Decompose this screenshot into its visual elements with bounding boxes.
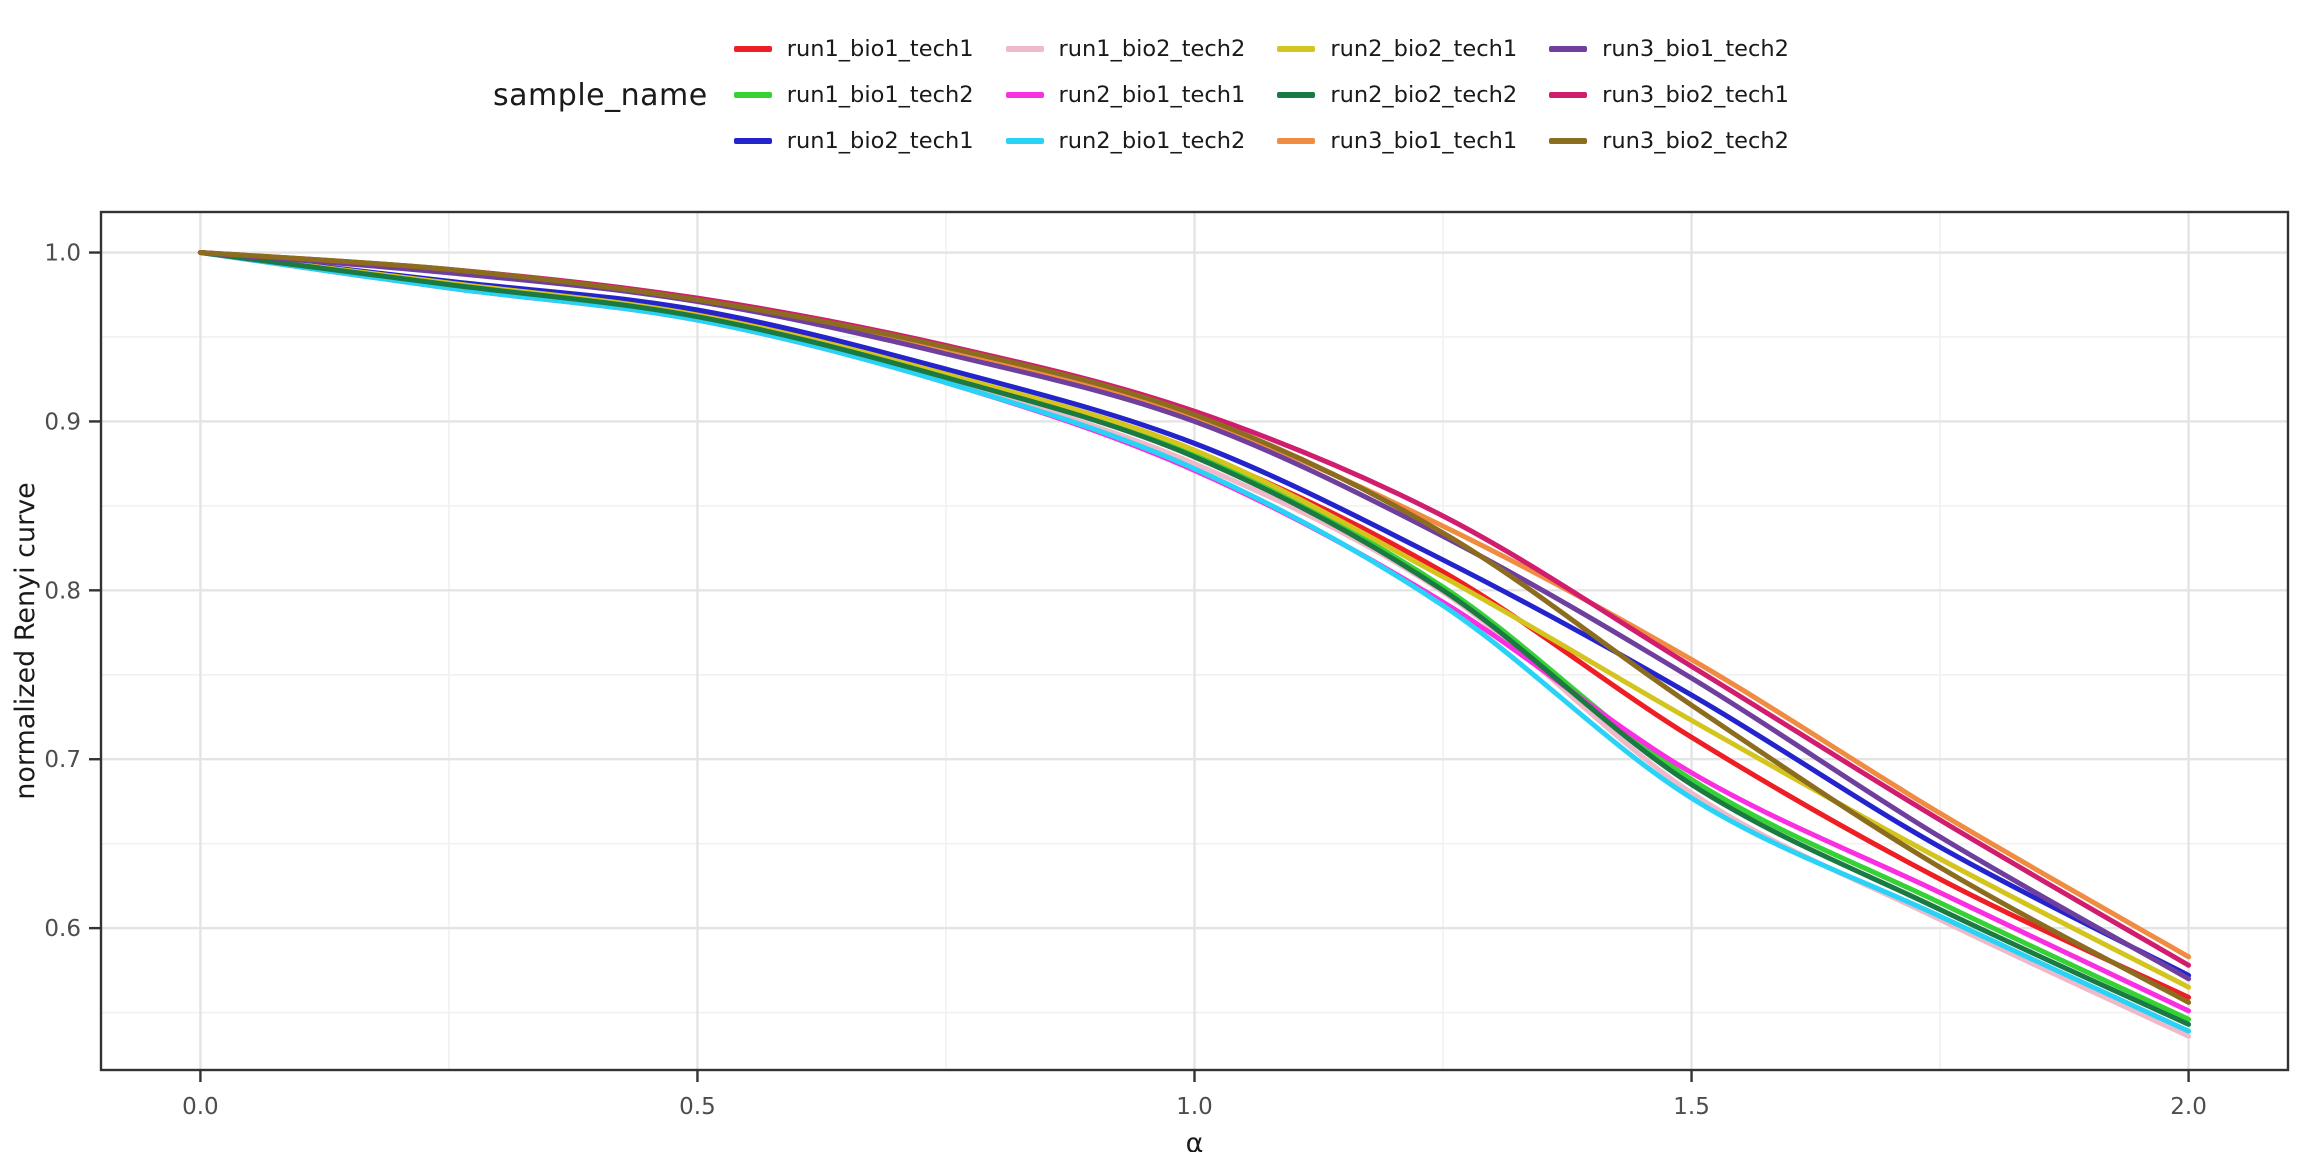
legend-swatch-line (1277, 92, 1316, 98)
legend-label: run3_bio1_tech1 (1330, 128, 1518, 154)
legend-label: run2_bio2_tech1 (1330, 36, 1518, 62)
legend-label: run3_bio2_tech1 (1602, 82, 1789, 108)
legend-item: run3_bio2_tech1 (1549, 82, 1811, 108)
y-axis-title: normalized Renyi curve (10, 482, 41, 800)
series-curve-run2_bio2_tech2 (197, 250, 2192, 1027)
x-tick-label: 2.0 (2170, 1094, 2207, 1120)
legend-swatch-line (1549, 46, 1588, 52)
legend-item: run3_bio1_tech1 (1277, 128, 1539, 154)
y-tick-label: 0.7 (44, 747, 81, 773)
x-tick-label: 1.5 (1673, 1094, 1710, 1120)
legend-item: run1_bio2_tech1 (733, 128, 996, 154)
legend-item: run2_bio1_tech2 (1005, 128, 1268, 154)
legend-swatch-line (733, 92, 772, 98)
legend-item: run3_bio1_tech2 (1549, 36, 1811, 62)
legend-swatch-line (1549, 92, 1588, 98)
legend-swatch-line (1005, 92, 1044, 98)
legend-swatch-line (1277, 138, 1316, 144)
legend-label: run2_bio1_tech2 (1058, 128, 1246, 154)
legend: sample_name run1_bio1_tech1 run1_bio1_tec… (0, 26, 2304, 164)
x-axis-title: α (1186, 1128, 1204, 1152)
series-curve-run3_bio2_tech2 (197, 250, 2192, 1005)
legend-item: run1_bio1_tech2 (733, 82, 996, 108)
legend-item: run2_bio1_tech1 (1005, 82, 1268, 108)
legend-item: run2_bio2_tech1 (1277, 36, 1539, 62)
legend-label: run3_bio2_tech2 (1602, 128, 1789, 154)
x-tick-label: 1.0 (1176, 1094, 1213, 1120)
y-tick-label: 1.0 (44, 241, 81, 267)
legend-label: run3_bio1_tech2 (1602, 36, 1789, 62)
legend-label: run1_bio2_tech2 (1058, 36, 1246, 62)
legend-grid: run1_bio1_tech1 run1_bio1_tech2 run1_bio2_… (733, 26, 1811, 164)
legend-item: run1_bio2_tech2 (1005, 36, 1268, 62)
legend-item: run2_bio2_tech2 (1277, 82, 1539, 108)
x-tick-label: 0.5 (679, 1094, 716, 1120)
legend-swatch-line (1005, 46, 1044, 52)
y-tick-label: 0.8 (44, 578, 81, 604)
series-curve-run3_bio1_tech2 (197, 250, 2192, 982)
legend-swatch-line (733, 138, 772, 144)
y-tick-label: 0.9 (44, 409, 81, 435)
x-tick-label: 0.0 (182, 1094, 219, 1120)
legend-swatch-line (1005, 138, 1044, 144)
legend-title: sample_name (493, 77, 708, 113)
legend-swatch-line (733, 46, 772, 52)
legend-label: run2_bio1_tech1 (1058, 82, 1246, 108)
legend-item: run3_bio2_tech2 (1549, 128, 1811, 154)
legend-label: run1_bio2_tech1 (786, 128, 974, 154)
legend-label: run1_bio1_tech2 (786, 82, 974, 108)
legend-swatch-line (1549, 138, 1588, 144)
series-curve-run2_bio1_tech2 (197, 250, 2192, 1034)
legend-swatch-line (1277, 46, 1316, 52)
y-tick-label: 0.6 (44, 916, 81, 942)
legend-label: run2_bio2_tech2 (1330, 82, 1518, 108)
legend-item: run1_bio1_tech1 (733, 36, 996, 62)
legend-label: run1_bio1_tech1 (786, 36, 974, 62)
series-curve-run1_bio2_tech1 (197, 250, 2192, 978)
